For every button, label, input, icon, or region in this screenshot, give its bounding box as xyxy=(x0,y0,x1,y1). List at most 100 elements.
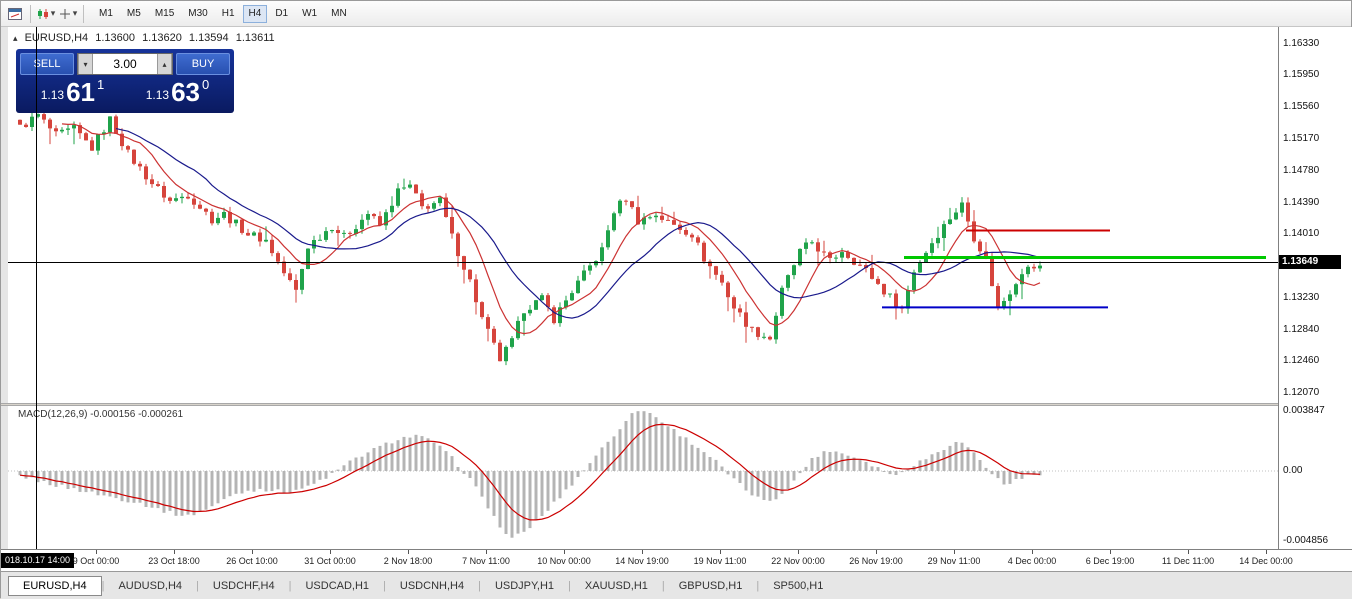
volume-input[interactable]: 3.00 xyxy=(93,54,157,74)
candle-body xyxy=(204,208,208,212)
candle-body xyxy=(294,280,298,290)
timeframe-button-m5[interactable]: M5 xyxy=(121,5,147,23)
macd-histogram-bar xyxy=(342,465,346,471)
candle-body xyxy=(888,293,892,295)
candle-body xyxy=(36,114,40,117)
chart-window-button[interactable] xyxy=(4,4,26,24)
macd-histogram-bar xyxy=(462,471,466,474)
macd-histogram-bar xyxy=(192,471,196,516)
candle-body xyxy=(270,239,274,254)
candle-body xyxy=(108,116,112,133)
macd-histogram-bar xyxy=(738,471,742,483)
buy-button[interactable]: BUY xyxy=(176,53,230,75)
macd-histogram-bar xyxy=(684,437,688,471)
timeframe-button-mn[interactable]: MN xyxy=(325,5,353,23)
timeframe-button-h1[interactable]: H1 xyxy=(216,5,241,23)
macd-histogram-bar xyxy=(804,466,808,471)
macd-histogram-bar xyxy=(906,469,910,471)
chart-plot[interactable]: ▴ EURUSD,H4 1.13600 1.13620 1.13594 1.13… xyxy=(8,27,1278,549)
timeframe-button-m15[interactable]: M15 xyxy=(149,5,180,23)
macd-histogram-bar xyxy=(756,471,760,497)
macd-histogram-bar xyxy=(798,471,802,474)
time-tick-label: 23 Oct 18:00 xyxy=(148,556,200,566)
candle-body xyxy=(636,207,640,225)
macd-histogram-bar xyxy=(744,471,748,491)
macd-histogram-bar xyxy=(966,447,970,471)
macd-histogram-bar xyxy=(828,452,832,471)
macd-histogram-bar xyxy=(882,471,886,472)
time-tick-mark xyxy=(876,550,877,554)
candle-body xyxy=(354,229,358,234)
chart-tab-usdchf[interactable]: USDCHF,H4 xyxy=(212,579,275,592)
macd-histogram-bar xyxy=(318,471,322,480)
macd-histogram-bar xyxy=(168,471,172,511)
chart-tab-usdcad[interactable]: USDCAD,H1 xyxy=(305,579,370,592)
chart-tab-sp500[interactable]: SP500,H1 xyxy=(773,579,824,592)
price-axis[interactable]: 1.16330 1.15950 1.15560 1.15170 1.14780 1.143… xyxy=(1278,27,1352,571)
chart-window-icon xyxy=(8,7,22,20)
sell-button[interactable]: SELL xyxy=(20,53,74,75)
candle-body xyxy=(492,328,496,343)
macd-axis-top: 0.003847 xyxy=(1283,405,1325,416)
chart-tab-audusd[interactable]: AUDUSD,H4 xyxy=(118,579,183,592)
panel-divider[interactable] xyxy=(1,403,1352,406)
candle-body xyxy=(768,336,772,340)
macd-histogram-bar xyxy=(960,442,964,471)
macd-chart-canvas[interactable] xyxy=(8,406,1278,549)
macd-histogram-bar xyxy=(726,471,730,475)
timeframe-button-h4[interactable]: H4 xyxy=(242,4,268,23)
candle-body xyxy=(954,212,958,220)
candle-body xyxy=(588,265,592,271)
macd-histogram-bar xyxy=(426,438,430,471)
toolbar: ▾ ▾ M1 M5 M15 M30 H1 H4 D1 W1 MN xyxy=(1,1,1351,27)
macd-histogram-bar xyxy=(1014,471,1018,479)
macd-histogram-bar xyxy=(612,436,616,471)
chart-tab-usdcnh[interactable]: USDCNH,H4 xyxy=(399,579,465,592)
volume-increase-button[interactable]: ▴ xyxy=(157,54,172,74)
draw-tools-button[interactable]: ▾ xyxy=(57,4,79,24)
chart-tab-gbpusd[interactable]: GBPUSD,H1 xyxy=(678,579,743,592)
candle-body xyxy=(42,114,46,120)
chart-tab-eurusd[interactable]: EURUSD,H4 xyxy=(8,575,102,596)
macd-histogram-bar xyxy=(942,450,946,471)
macd-histogram-bar xyxy=(222,471,226,500)
time-tick-label: 6 Dec 19:00 xyxy=(1085,556,1135,566)
macd-histogram-bar xyxy=(528,471,532,529)
price-tick-label: 1.15170 xyxy=(1283,133,1320,144)
volume-decrease-button[interactable]: ▾ xyxy=(78,54,93,74)
macd-histogram-bar xyxy=(714,459,718,471)
chart-tab-usdjpy[interactable]: USDJPY,H1 xyxy=(494,579,555,592)
macd-histogram-bar xyxy=(132,471,136,503)
sell-price[interactable]: 1.13 61 1 xyxy=(20,77,125,106)
candle-body xyxy=(510,338,514,347)
macd-histogram-bar xyxy=(624,421,628,471)
buy-price[interactable]: 1.13 63 0 xyxy=(125,77,230,106)
chart-type-button[interactable]: ▾ xyxy=(35,4,57,24)
macd-histogram-bar xyxy=(474,471,478,487)
collapse-quote-icon[interactable]: ▴ xyxy=(13,33,18,43)
timeframe-button-m1[interactable]: M1 xyxy=(93,5,119,23)
macd-signal-line xyxy=(19,423,1041,521)
chart-tab-xauusd[interactable]: XAUUSD,H1 xyxy=(584,579,648,592)
time-tick-mark xyxy=(642,550,643,554)
time-axis[interactable]: 018.10.17 14:00 9 Oct 00:00 23 Oct 18:00 2… xyxy=(1,549,1352,571)
candle-body xyxy=(168,197,172,201)
candle-body xyxy=(162,186,166,198)
price-chart-canvas[interactable] xyxy=(8,27,1278,403)
macd-histogram-bar xyxy=(156,471,160,509)
timeframe-button-w1[interactable]: W1 xyxy=(296,5,323,23)
candle-body xyxy=(714,266,718,275)
timeframe-button-d1[interactable]: D1 xyxy=(269,5,294,23)
candle-body xyxy=(906,290,910,309)
macd-histogram-bar xyxy=(468,471,472,478)
price-tick-label: 1.12460 xyxy=(1283,355,1320,366)
macd-histogram-bar xyxy=(498,471,502,528)
timeframe-button-m30[interactable]: M30 xyxy=(182,5,213,23)
macd-histogram-bar xyxy=(642,411,646,471)
candle-body xyxy=(504,346,508,362)
candle-body xyxy=(810,242,814,244)
candle-body xyxy=(312,240,316,249)
candle-body xyxy=(534,300,538,310)
candle-body xyxy=(570,293,574,301)
macd-histogram-bar xyxy=(408,437,412,471)
